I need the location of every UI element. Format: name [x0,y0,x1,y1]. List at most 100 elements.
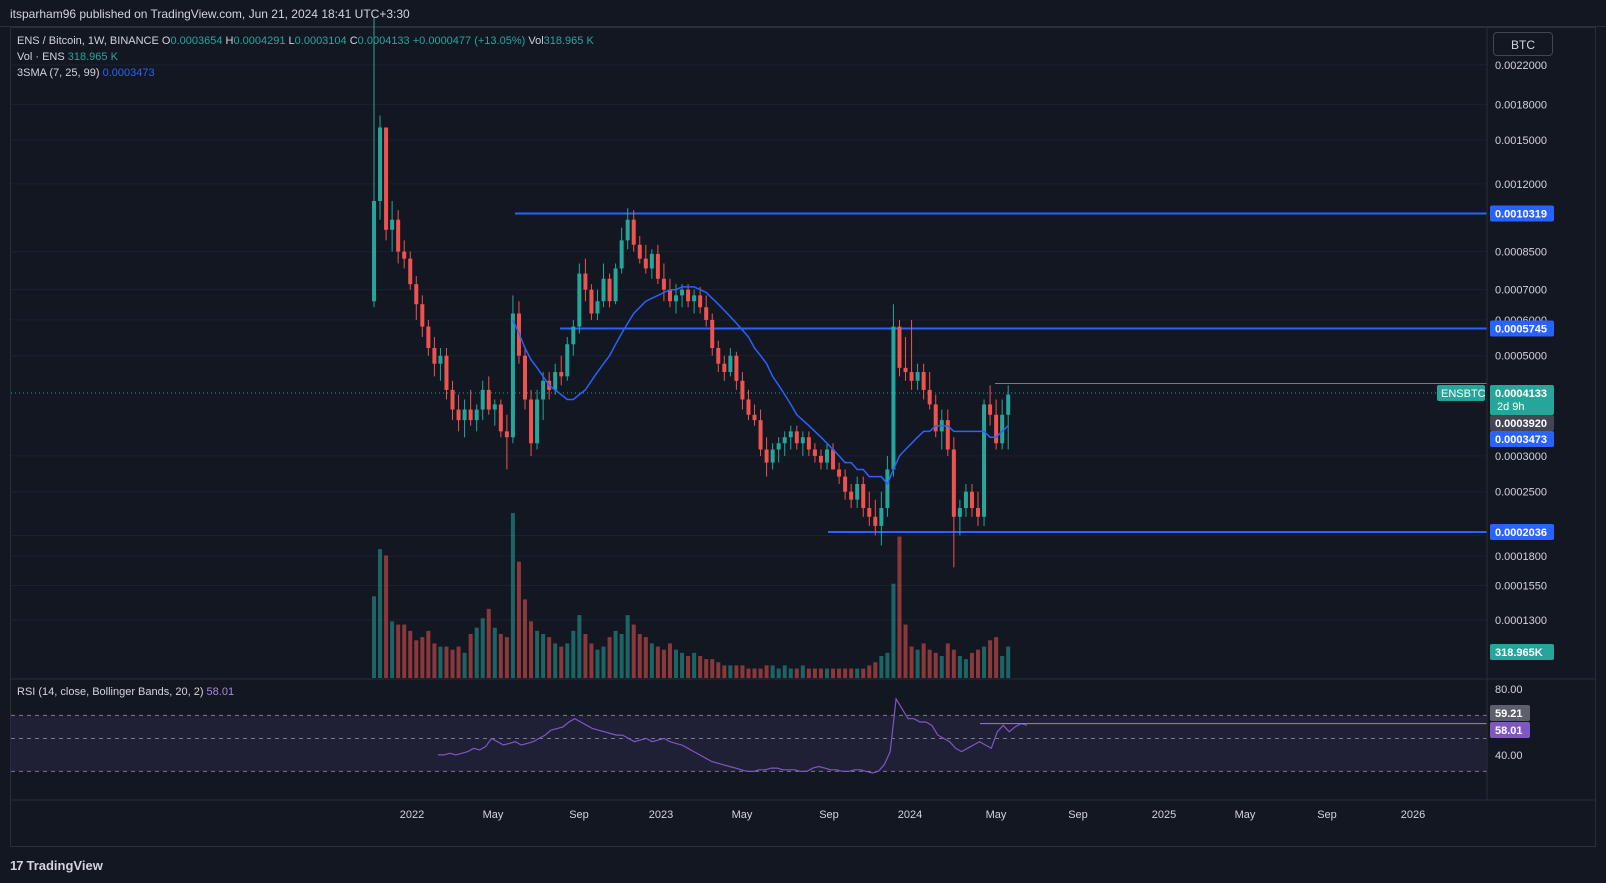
candle-body [601,278,606,302]
volume-bar [474,627,479,678]
volume-bar [734,665,739,678]
volume-bar [994,637,999,678]
candle-body [595,301,600,314]
candle-body [988,404,993,415]
candle-body [963,491,968,509]
price-tag-label: 0.0003473 [1495,434,1547,446]
volume-bar [631,624,636,678]
candle-body [529,399,534,444]
volume-bar [450,649,455,678]
candle-body [698,295,703,308]
candle-body [867,508,872,517]
candle-body [372,200,376,302]
candle-body [933,404,938,432]
candle-body [680,289,685,296]
legend-high: 0.0004291 [233,35,286,47]
rsi-line [438,697,1028,774]
candle-body [408,258,413,285]
volume-bar [583,634,588,678]
price-tag [1490,431,1554,447]
candle-body [782,437,787,444]
volume-bar [752,668,757,678]
volume-bar [565,643,570,678]
candle-body [402,251,407,259]
volume-tag-label: 318.965K [1495,647,1543,659]
rsi-band-tag [1490,705,1530,721]
time-tick-label: Sep [569,809,589,821]
legend-vol: 318.965 K [543,35,594,47]
volume-bar [462,652,467,678]
chart-canvas[interactable]: 0.0022000 0.0018000 0.0015000 0.0012000 0.00… [0,0,1606,848]
volume-bar [480,618,485,678]
volume-bar [680,652,685,678]
volume-bar [535,630,540,678]
currency-unit-button[interactable]: BTC [1493,32,1553,56]
candle-body [686,289,691,302]
price-tick-label: 0.0012000 [1495,179,1547,191]
candle-body [740,380,745,400]
volume-bar [728,665,733,678]
volume-bar [933,652,938,678]
candle-body [710,319,715,349]
volume-bar [498,634,503,678]
candle-body [378,127,383,201]
candle-body [637,244,642,259]
rsi-band-tag-label: 59.21 [1495,708,1523,720]
volume-bar [818,668,823,678]
volume-bar [468,634,473,678]
legend-symbol: ENS / Bitcoin, 1W, BINANCE [17,35,159,47]
volume-bar [945,643,950,678]
volume-bar [432,643,437,678]
volume-bar [1000,656,1005,678]
volume-bar [541,634,546,678]
candle-body [776,443,781,450]
legend-vol-label: Vol [528,35,544,47]
volume-legend: Vol · ENS 318.965 K [17,49,118,65]
legend-low-label: L [288,35,295,47]
volume-bar [843,668,848,678]
volume-bar [420,637,425,678]
candle-body [390,219,395,230]
candle-body [982,404,987,517]
time-tick-label: 2023 [649,809,673,821]
volume-bar [637,634,642,678]
price-tick-label: 0.0001800 [1495,551,1547,563]
volume-bar [510,513,515,678]
volume-bar [746,668,751,678]
volume-bar [601,646,606,678]
volume-bar [625,615,630,678]
volume-bar [873,662,878,678]
time-tick-label: 2022 [400,809,424,821]
rsi-legend-label: RSI (14, close, Bollinger Bands, 20, 2) [17,686,204,698]
volume-bar [704,659,709,678]
volume-bar [976,649,980,678]
time-tick-label: May [732,809,753,821]
volume-bar [619,634,624,678]
candle-body [951,449,956,517]
candle-body [752,414,757,421]
volume-bar [988,640,993,678]
legend-change: +0.0000477 (+13.05%) [412,35,526,47]
volume-bar [529,621,534,678]
tradingview-logo-icon: 17 [10,858,24,873]
volume-bar [408,630,413,678]
legend-open: 0.0003654 [170,35,223,47]
volume-bar [909,646,914,678]
candle-body [667,289,672,302]
rsi-tick-label: 40.00 [1495,750,1523,762]
volume-bar [903,624,908,678]
candle-body [764,449,769,463]
candle-body [523,355,527,400]
volume-bar [825,668,829,678]
candle-body [855,484,860,500]
price-tick-label: 0.0018000 [1495,99,1547,111]
tradingview-logo[interactable]: 17 TradingView [10,858,103,873]
volume-bar [969,652,974,678]
sma-legend-value: 0.0003473 [102,67,155,79]
volume-bar [776,668,781,678]
candle-body [498,404,503,432]
candle-body [909,372,914,381]
volume-bar [378,549,383,678]
price-tag [1490,415,1554,431]
volume-bar [516,561,521,678]
